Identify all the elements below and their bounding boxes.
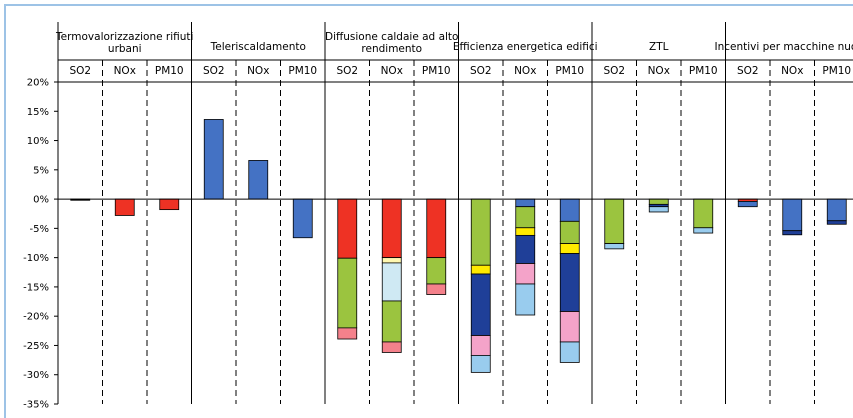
bar-segment [560, 311, 579, 341]
bar-segment [382, 199, 401, 258]
group-title: Teleriscaldamento [210, 41, 306, 53]
bar-segment [649, 207, 668, 212]
bar-segment [827, 199, 846, 221]
pollutant-label: PM10 [822, 65, 851, 77]
group-title: urbani [108, 43, 142, 55]
bar-segment [560, 221, 579, 243]
group-title: ZTL [649, 41, 669, 53]
bar-segment [560, 342, 579, 362]
group-title: rendimento [361, 43, 422, 55]
pollutant-label: NOx [114, 65, 136, 77]
bar-segment [516, 235, 535, 263]
pollutant-label: SO2 [203, 65, 225, 77]
pollutant-label: SO2 [603, 65, 625, 77]
y-tick-label: 10% [27, 136, 49, 147]
y-tick-label: -30% [23, 370, 49, 381]
bar-segment [516, 207, 535, 228]
bar-segment [338, 199, 357, 258]
y-axis: 20% 15% 10% 5% 0% -5% -10% -15% -20% -25% -30% -35% [23, 22, 58, 411]
group-title: Termovalorizzazione rifiuti [55, 31, 193, 43]
bar-segment [516, 263, 535, 283]
pollutant-label: PM10 [422, 65, 451, 77]
bar-segment [516, 228, 535, 236]
bar-segment [560, 199, 579, 221]
y-tick-label: 15% [27, 107, 49, 118]
group-title: Incentivi per macchine nuove [714, 41, 853, 53]
bar-segment [827, 221, 846, 225]
group-title: Diffusione caldaie ad alto [325, 31, 458, 43]
y-tick-label: 0% [33, 195, 49, 206]
group-title: Efficienza energetica edifici [453, 41, 598, 53]
bar-segment [649, 199, 668, 204]
bar-segment [293, 199, 312, 238]
pollutant-label: NOx [247, 65, 269, 77]
pollutant-label: SO2 [737, 65, 759, 77]
y-tick-label: -25% [23, 341, 49, 352]
pollutant-label: PM10 [288, 65, 317, 77]
bar-segment [516, 284, 535, 315]
bar-segment [427, 258, 446, 284]
pollutant-label: SO2 [336, 65, 358, 77]
pollutant-label: NOx [648, 65, 670, 77]
bar-segment [694, 228, 713, 233]
pollutant-label: NOx [381, 65, 403, 77]
bar-segment [783, 199, 802, 231]
y-tick-label: -20% [23, 312, 49, 323]
bar-segment [382, 301, 401, 342]
bar-segment [471, 274, 490, 335]
bar-segment [783, 231, 802, 235]
bar-segment [560, 254, 579, 312]
bar-segment [471, 199, 490, 265]
bar-segment [516, 199, 535, 207]
pollutant-label: PM10 [155, 65, 184, 77]
pollutant-label: PM10 [555, 65, 584, 77]
bar-segment [338, 258, 357, 328]
pollutant-label: SO2 [69, 65, 91, 77]
pollutant-label: SO2 [470, 65, 492, 77]
bar-segment [204, 119, 223, 199]
bar-segment [382, 258, 401, 263]
bar-segment [427, 199, 446, 258]
bar-segment [338, 328, 357, 339]
bar-segment [694, 199, 713, 228]
bar-segment [605, 244, 624, 249]
pollutant-label: PM10 [689, 65, 718, 77]
bar-segment [382, 263, 401, 301]
pollutant-label: NOx [514, 65, 536, 77]
y-tick-label: -35% [23, 400, 49, 411]
bar-segment [160, 199, 179, 210]
y-tick-label: 20% [27, 78, 49, 89]
bar-segment [738, 201, 757, 206]
bar-segment [560, 244, 579, 254]
y-tick-label: -5% [30, 224, 49, 235]
pollutant-label: NOx [781, 65, 803, 77]
bar-segment [249, 160, 268, 199]
bar-segment [471, 336, 490, 356]
bar-segment [427, 284, 446, 295]
bar-segment [471, 265, 490, 274]
bar-segment [471, 355, 490, 372]
bar-segment [115, 199, 134, 215]
bar-segment [605, 199, 624, 243]
y-tick-label: 5% [33, 165, 49, 176]
y-tick-label: -10% [23, 253, 49, 264]
y-tick-label: -15% [23, 282, 49, 293]
bar-segment [382, 342, 401, 353]
